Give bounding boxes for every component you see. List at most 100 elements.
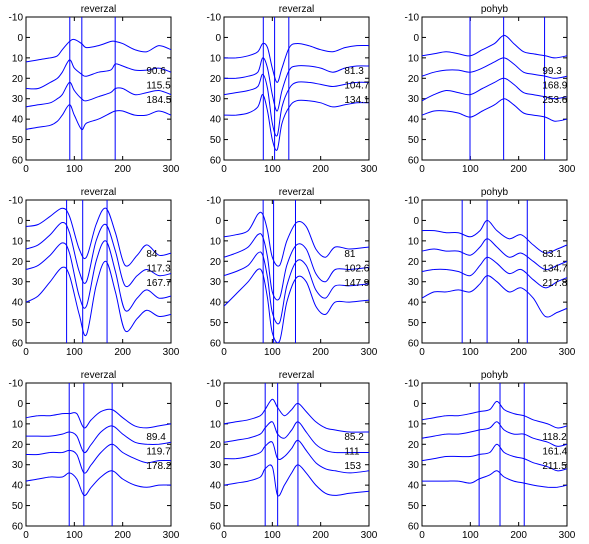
plot-area [422, 17, 567, 160]
series-line [224, 439, 369, 474]
y-tick-label: 10 [210, 53, 222, 64]
series-line [26, 104, 171, 131]
y-tick-label: 30 [408, 94, 420, 105]
series-line [422, 238, 567, 271]
marker-value-label: 81.3 [344, 66, 364, 77]
x-tick-label: 0 [23, 164, 29, 175]
y-tick-label: 20 [12, 440, 24, 451]
x-tick-label: 0 [23, 530, 29, 541]
series-line [26, 425, 171, 454]
y-tick-label: 50 [210, 318, 222, 329]
series-line [224, 57, 369, 112]
x-tick-label: 300 [163, 347, 180, 358]
y-tick-label: 40 [210, 298, 222, 309]
y-tick-label: 0 [413, 216, 419, 227]
y-tick-label: 30 [210, 94, 222, 105]
x-tick-label: 200 [510, 347, 527, 358]
y-tick-label: 10 [408, 419, 420, 430]
y-tick-label: 60 [210, 156, 222, 167]
y-tick-label: 20 [12, 257, 24, 268]
x-tick-label: 0 [419, 164, 425, 175]
series-line [422, 400, 567, 429]
y-tick-label: 10 [12, 53, 24, 64]
y-tick-label: -10 [207, 379, 222, 390]
x-tick-label: 100 [264, 347, 281, 358]
marker-value-label: 184.5 [146, 95, 171, 106]
y-tick-label: 30 [12, 94, 24, 105]
y-tick-label: 10 [12, 419, 24, 430]
marker-value-label: 167.7 [146, 278, 171, 289]
y-tick-label: 50 [408, 135, 420, 146]
x-tick-label: 200 [114, 347, 131, 358]
y-tick-label: 30 [12, 460, 24, 471]
x-tick-label: 0 [221, 347, 227, 358]
y-tick-label: 0 [17, 33, 23, 44]
marker-value-label: 161.4 [542, 447, 567, 458]
subplot-title: reverzal [279, 370, 315, 381]
x-tick-label: 300 [361, 164, 378, 175]
series-line [224, 464, 369, 497]
series-line [224, 251, 369, 325]
y-tick-label: 60 [12, 339, 24, 350]
y-tick-label: 0 [215, 33, 221, 44]
marker-value-label: 117.3 [146, 264, 171, 275]
plot-area [26, 383, 171, 526]
plot-area [26, 200, 171, 343]
marker-value-label: 153 [344, 461, 361, 472]
x-tick-label: 100 [66, 347, 83, 358]
y-tick-label: 60 [12, 156, 24, 167]
y-tick-label: -10 [405, 13, 420, 24]
x-tick-label: 200 [510, 164, 527, 175]
x-tick-label: 300 [559, 530, 576, 541]
x-tick-label: 200 [312, 530, 329, 541]
plot-area [26, 17, 171, 160]
series-line [422, 34, 567, 59]
series-line [26, 221, 171, 288]
y-tick-label: -10 [9, 13, 24, 24]
subplot-title: reverzal [81, 370, 117, 381]
marker-value-label: 85.2 [344, 432, 364, 443]
subplot-title: reverzal [81, 4, 117, 15]
series-line [224, 94, 369, 151]
x-tick-label: 0 [419, 347, 425, 358]
x-tick-label: 100 [462, 530, 479, 541]
subplot-title: pohyb [481, 370, 509, 381]
y-tick-label: 50 [12, 501, 24, 512]
marker-value-label: 89.4 [146, 432, 166, 443]
plot-area [224, 383, 369, 526]
series-line [26, 470, 171, 497]
y-tick-label: 0 [413, 33, 419, 44]
y-tick-label: 30 [12, 277, 24, 288]
subplot-title: pohyb [481, 187, 509, 198]
marker-value-label: 115.5 [146, 81, 171, 92]
y-tick-label: 20 [408, 257, 420, 268]
axes-frame [421, 16, 568, 161]
series-line [26, 260, 171, 337]
subplot-title: reverzal [279, 4, 315, 15]
plot-area [224, 200, 369, 343]
marker-value-label: 118.2 [542, 432, 567, 443]
series-line [224, 268, 369, 343]
x-tick-label: 100 [462, 164, 479, 175]
y-tick-label: -10 [207, 196, 222, 207]
x-tick-label: 300 [559, 347, 576, 358]
y-tick-label: 30 [408, 460, 420, 471]
series-line [422, 77, 567, 102]
marker-value-label: 147.9 [344, 278, 369, 289]
y-tick-label: 40 [210, 481, 222, 492]
x-tick-label: 200 [510, 530, 527, 541]
x-tick-label: 100 [66, 530, 83, 541]
series-line [26, 207, 171, 267]
y-tick-label: 10 [408, 236, 420, 247]
y-tick-label: 10 [210, 419, 222, 430]
x-tick-label: 0 [221, 530, 227, 541]
y-tick-label: -10 [9, 196, 24, 207]
y-tick-label: 50 [210, 501, 222, 512]
axes-frame [421, 199, 568, 344]
x-tick-label: 200 [114, 530, 131, 541]
